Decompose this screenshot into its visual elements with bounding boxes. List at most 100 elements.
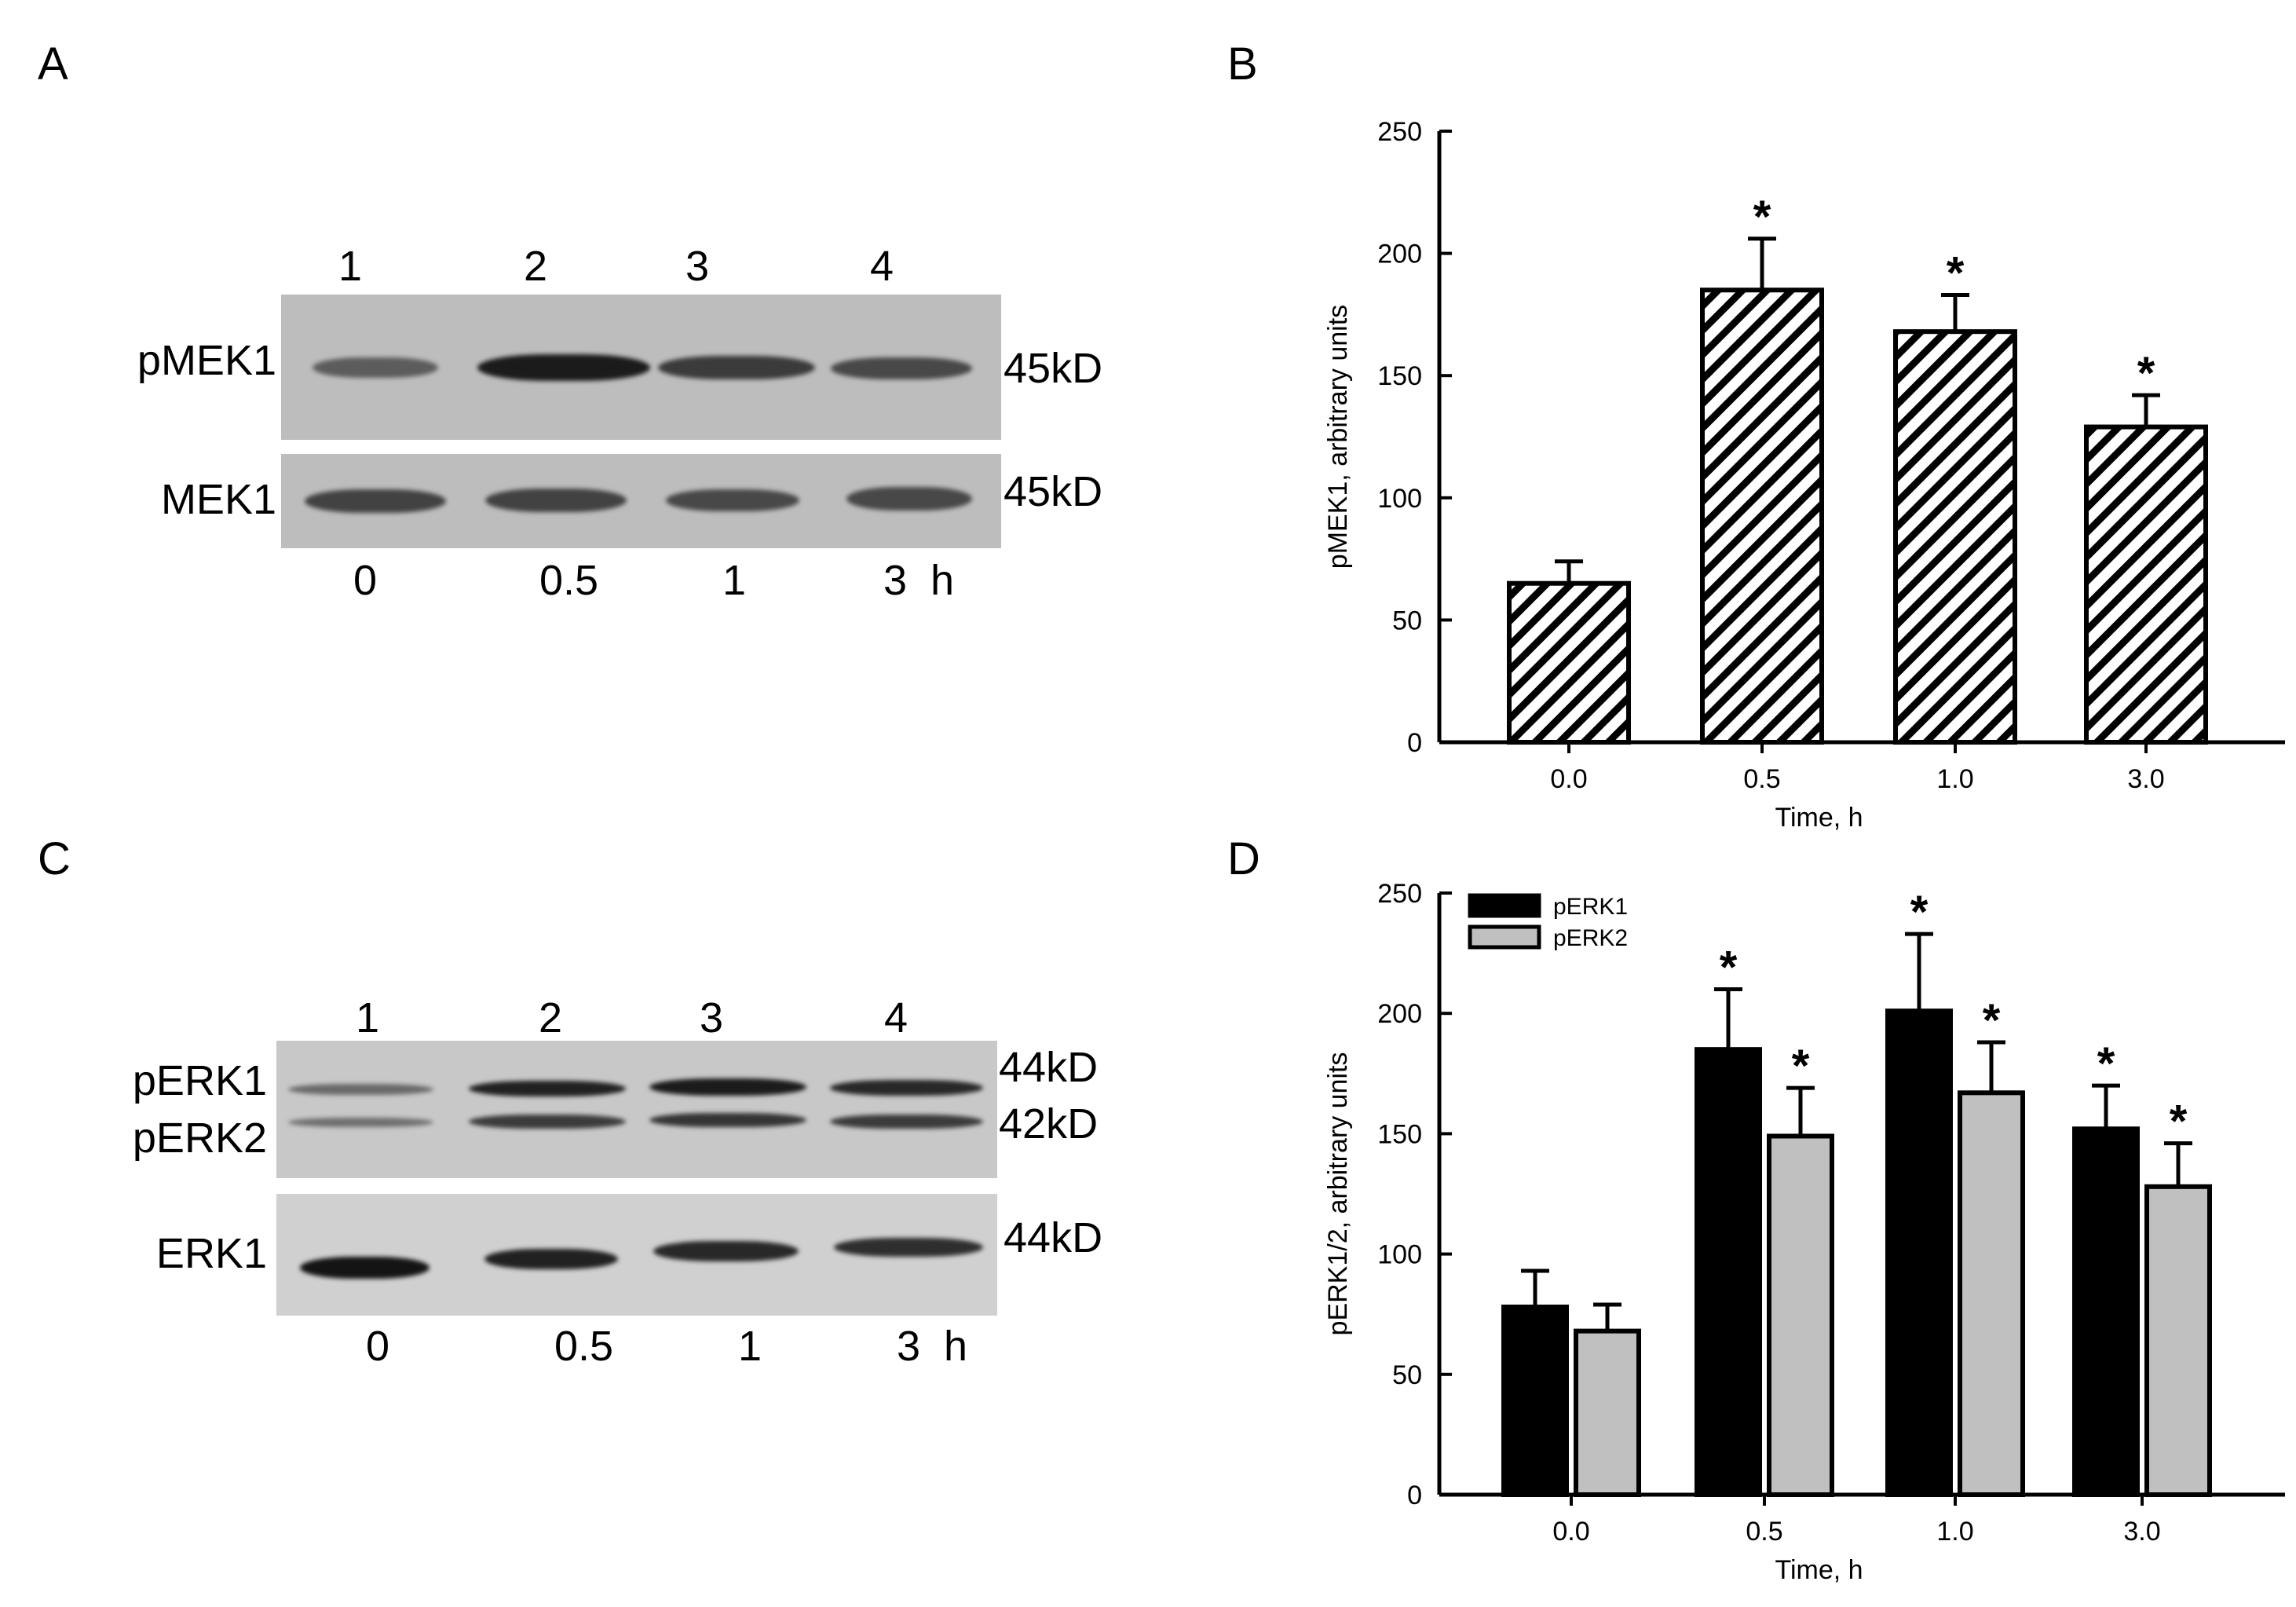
perk2-band-lane-4: [830, 1115, 983, 1129]
panel-c-lane-2: 2: [539, 994, 563, 1041]
pmek1-band-lane-1: [313, 357, 438, 378]
panel-a-row-label-pmek1: pMEK1: [137, 337, 276, 384]
chart-b-ytick-label-250: 250: [1377, 117, 1422, 147]
panel-a-lane-1: 1: [338, 243, 363, 290]
chart-d-perk1-star-2: *: [1910, 887, 1929, 938]
chart-b-pmek1-star-1: *: [1753, 192, 1771, 243]
chart-d-perk2-star-3: *: [2170, 1096, 2188, 1148]
chart-b-ytick-label-200: 200: [1377, 240, 1422, 269]
chart-d-xlabel: Time, h: [1775, 1555, 1863, 1585]
chart-d-ytick-label-50: 50: [1392, 1360, 1422, 1390]
panel-c-time-3: 1: [738, 1323, 762, 1370]
panel-b-letter: B: [1227, 38, 1258, 90]
chart-b-ylabel: pMEK1, arbitrary units: [1323, 305, 1353, 569]
chart-b-pmek1-bar-1: [1700, 287, 1824, 745]
chart-d-legend-swatch-perk2: [1468, 924, 1541, 950]
perk1-band-lane-4: [830, 1080, 983, 1096]
perk2-band-lane-3: [649, 1113, 806, 1127]
panel-c-size-erk1: 44kD: [1004, 1214, 1103, 1261]
mek1-band-lane-4: [846, 487, 972, 511]
perk1-band-lane-1: [288, 1084, 433, 1095]
chart-d-perk2-star-1: *: [1792, 1041, 1810, 1092]
perk1-band-lane-2: [469, 1081, 626, 1096]
panel-c-erk1-blot: [276, 1194, 997, 1316]
chart-d-perk2-star-2: *: [1983, 995, 2001, 1046]
panel-c-lane-1: 1: [356, 994, 380, 1041]
panel-a-letter: A: [38, 38, 68, 90]
mek1-band-lane-3: [666, 489, 799, 511]
chart-d-perk1-bar-2: [1885, 1008, 1953, 1497]
panel-c-time-2: 0.5: [554, 1323, 614, 1370]
panel-c-time-4: 3 h: [897, 1323, 968, 1370]
panel-c-size-perk1: 44kD: [999, 1044, 1099, 1091]
chart-b-pmek1-star-2: *: [1947, 248, 1965, 299]
chart-b-xtick-label-3: 3.0: [2127, 764, 2164, 794]
panel-c-row-label-erk1: ERK1: [155, 1230, 267, 1277]
erk1-band-lane-1: [300, 1257, 430, 1279]
panel-a-size-pmek1: 45kD: [1004, 345, 1103, 392]
perk2-band-lane-2: [469, 1115, 626, 1129]
chart-b-xtick-label-0: 0.0: [1550, 764, 1587, 794]
chart-d-perk1-star-3: *: [2097, 1038, 2115, 1089]
perk1-band-lane-3: [649, 1078, 806, 1096]
panel-c-lane-4: 4: [884, 994, 909, 1041]
chart-d: 0 50 100 150 200 250 0.0 0.5 1.0 3.0 Time, h pERK1/…: [1323, 879, 2285, 1585]
erk1-band-lane-3: [653, 1241, 799, 1261]
chart-b-xlabel: Time, h: [1775, 803, 1863, 833]
chart-d-perk1-star-1: *: [1720, 943, 1738, 994]
chart-d-ytick-label-150: 150: [1377, 1119, 1422, 1149]
chart-d-ylabel: pERK1/2, arbitrary units: [1323, 1052, 1353, 1336]
mek1-band-lane-2: [485, 489, 627, 512]
chart-d-xtick-label-0: 0.0: [1552, 1517, 1589, 1547]
panel-a-row-label-mek1: MEK1: [160, 476, 276, 523]
chart-b-ytick-label-150: 150: [1377, 361, 1422, 391]
erk1-band-lane-2: [484, 1249, 618, 1269]
panel-a-lane-4: 4: [870, 243, 894, 290]
chart-d-ytick-label-250: 250: [1377, 879, 1422, 909]
panel-c-time-1: 0: [366, 1323, 390, 1370]
chart-b-xtick-label-2: 1.0: [1936, 764, 1973, 794]
chart-d-legend-label-perk2: pERK2: [1553, 925, 1628, 951]
chart-d-xtick-label-3: 3.0: [2123, 1517, 2160, 1547]
chart-d-ytick-label-100: 100: [1377, 1240, 1422, 1270]
pmek1-band-lane-4: [831, 357, 972, 379]
chart-b-pmek1-bar-3: [2084, 424, 2208, 745]
mek1-band-lane-1: [305, 489, 446, 513]
chart-d-perk2-bar-0: [1574, 1328, 1641, 1497]
chart-b-ytick-label-0: 0: [1407, 728, 1422, 758]
chart-d-perk1-bar-3: [2072, 1126, 2140, 1497]
panel-c-row-label-perk1: pERK1: [132, 1057, 267, 1104]
panel-a-pmek1-blot: [281, 295, 1001, 440]
chart-b-xtick-label-1: 0.5: [1743, 764, 1780, 794]
chart-d-perk2-bar-3: [2144, 1184, 2212, 1497]
panel-a-lane-2: 2: [524, 243, 548, 290]
panel-a-time-4: 3 h: [883, 557, 955, 604]
chart-d-xtick-label-2: 1.0: [1936, 1517, 1973, 1547]
panel-c-perk-blot: [276, 1041, 997, 1178]
chart-d-xtick-label-1: 0.5: [1746, 1517, 1782, 1547]
chart-d-legend-label-perk1: pERK1: [1553, 894, 1628, 920]
chart-d-ytick-label-0: 0: [1407, 1481, 1422, 1510]
chart-b-ytick-label-50: 50: [1392, 606, 1422, 635]
pmek1-band-lane-3: [658, 356, 815, 379]
panel-a-mek1-blot: [281, 454, 1001, 548]
panel-a-time-3: 1: [722, 557, 747, 604]
chart-d-perk2-bar-2: [1958, 1090, 2025, 1497]
chart-d-legend-swatch-perk1: [1468, 893, 1541, 918]
chart-b-pmek1-bar-0: [1507, 580, 1631, 745]
chart-b: 0 50 100 150 200 250 0.0 0.5 1.0 3.0 Time, h pMEK1,…: [1323, 117, 2285, 833]
panel-d-letter: D: [1227, 833, 1260, 884]
chart-b-pmek1-star-3: *: [2137, 348, 2155, 399]
pmek1-band-lane-2: [477, 354, 650, 381]
chart-d-perk1-bar-1: [1695, 1047, 1762, 1498]
panel-a-time-2: 0.5: [539, 557, 599, 604]
chart-b-ytick-label-100: 100: [1377, 484, 1422, 514]
panel-c-size-perk2: 42kD: [999, 1100, 1099, 1148]
panel-c-row-label-perk2: pERK2: [132, 1115, 267, 1162]
panel-a-size-mek1: 45kD: [1004, 468, 1103, 515]
chart-d-perk1-bar-0: [1501, 1305, 1569, 1498]
chart-d-perk2-bar-1: [1767, 1133, 1834, 1497]
perk2-band-lane-1: [288, 1118, 433, 1127]
panel-c-lane-3: 3: [700, 994, 724, 1041]
